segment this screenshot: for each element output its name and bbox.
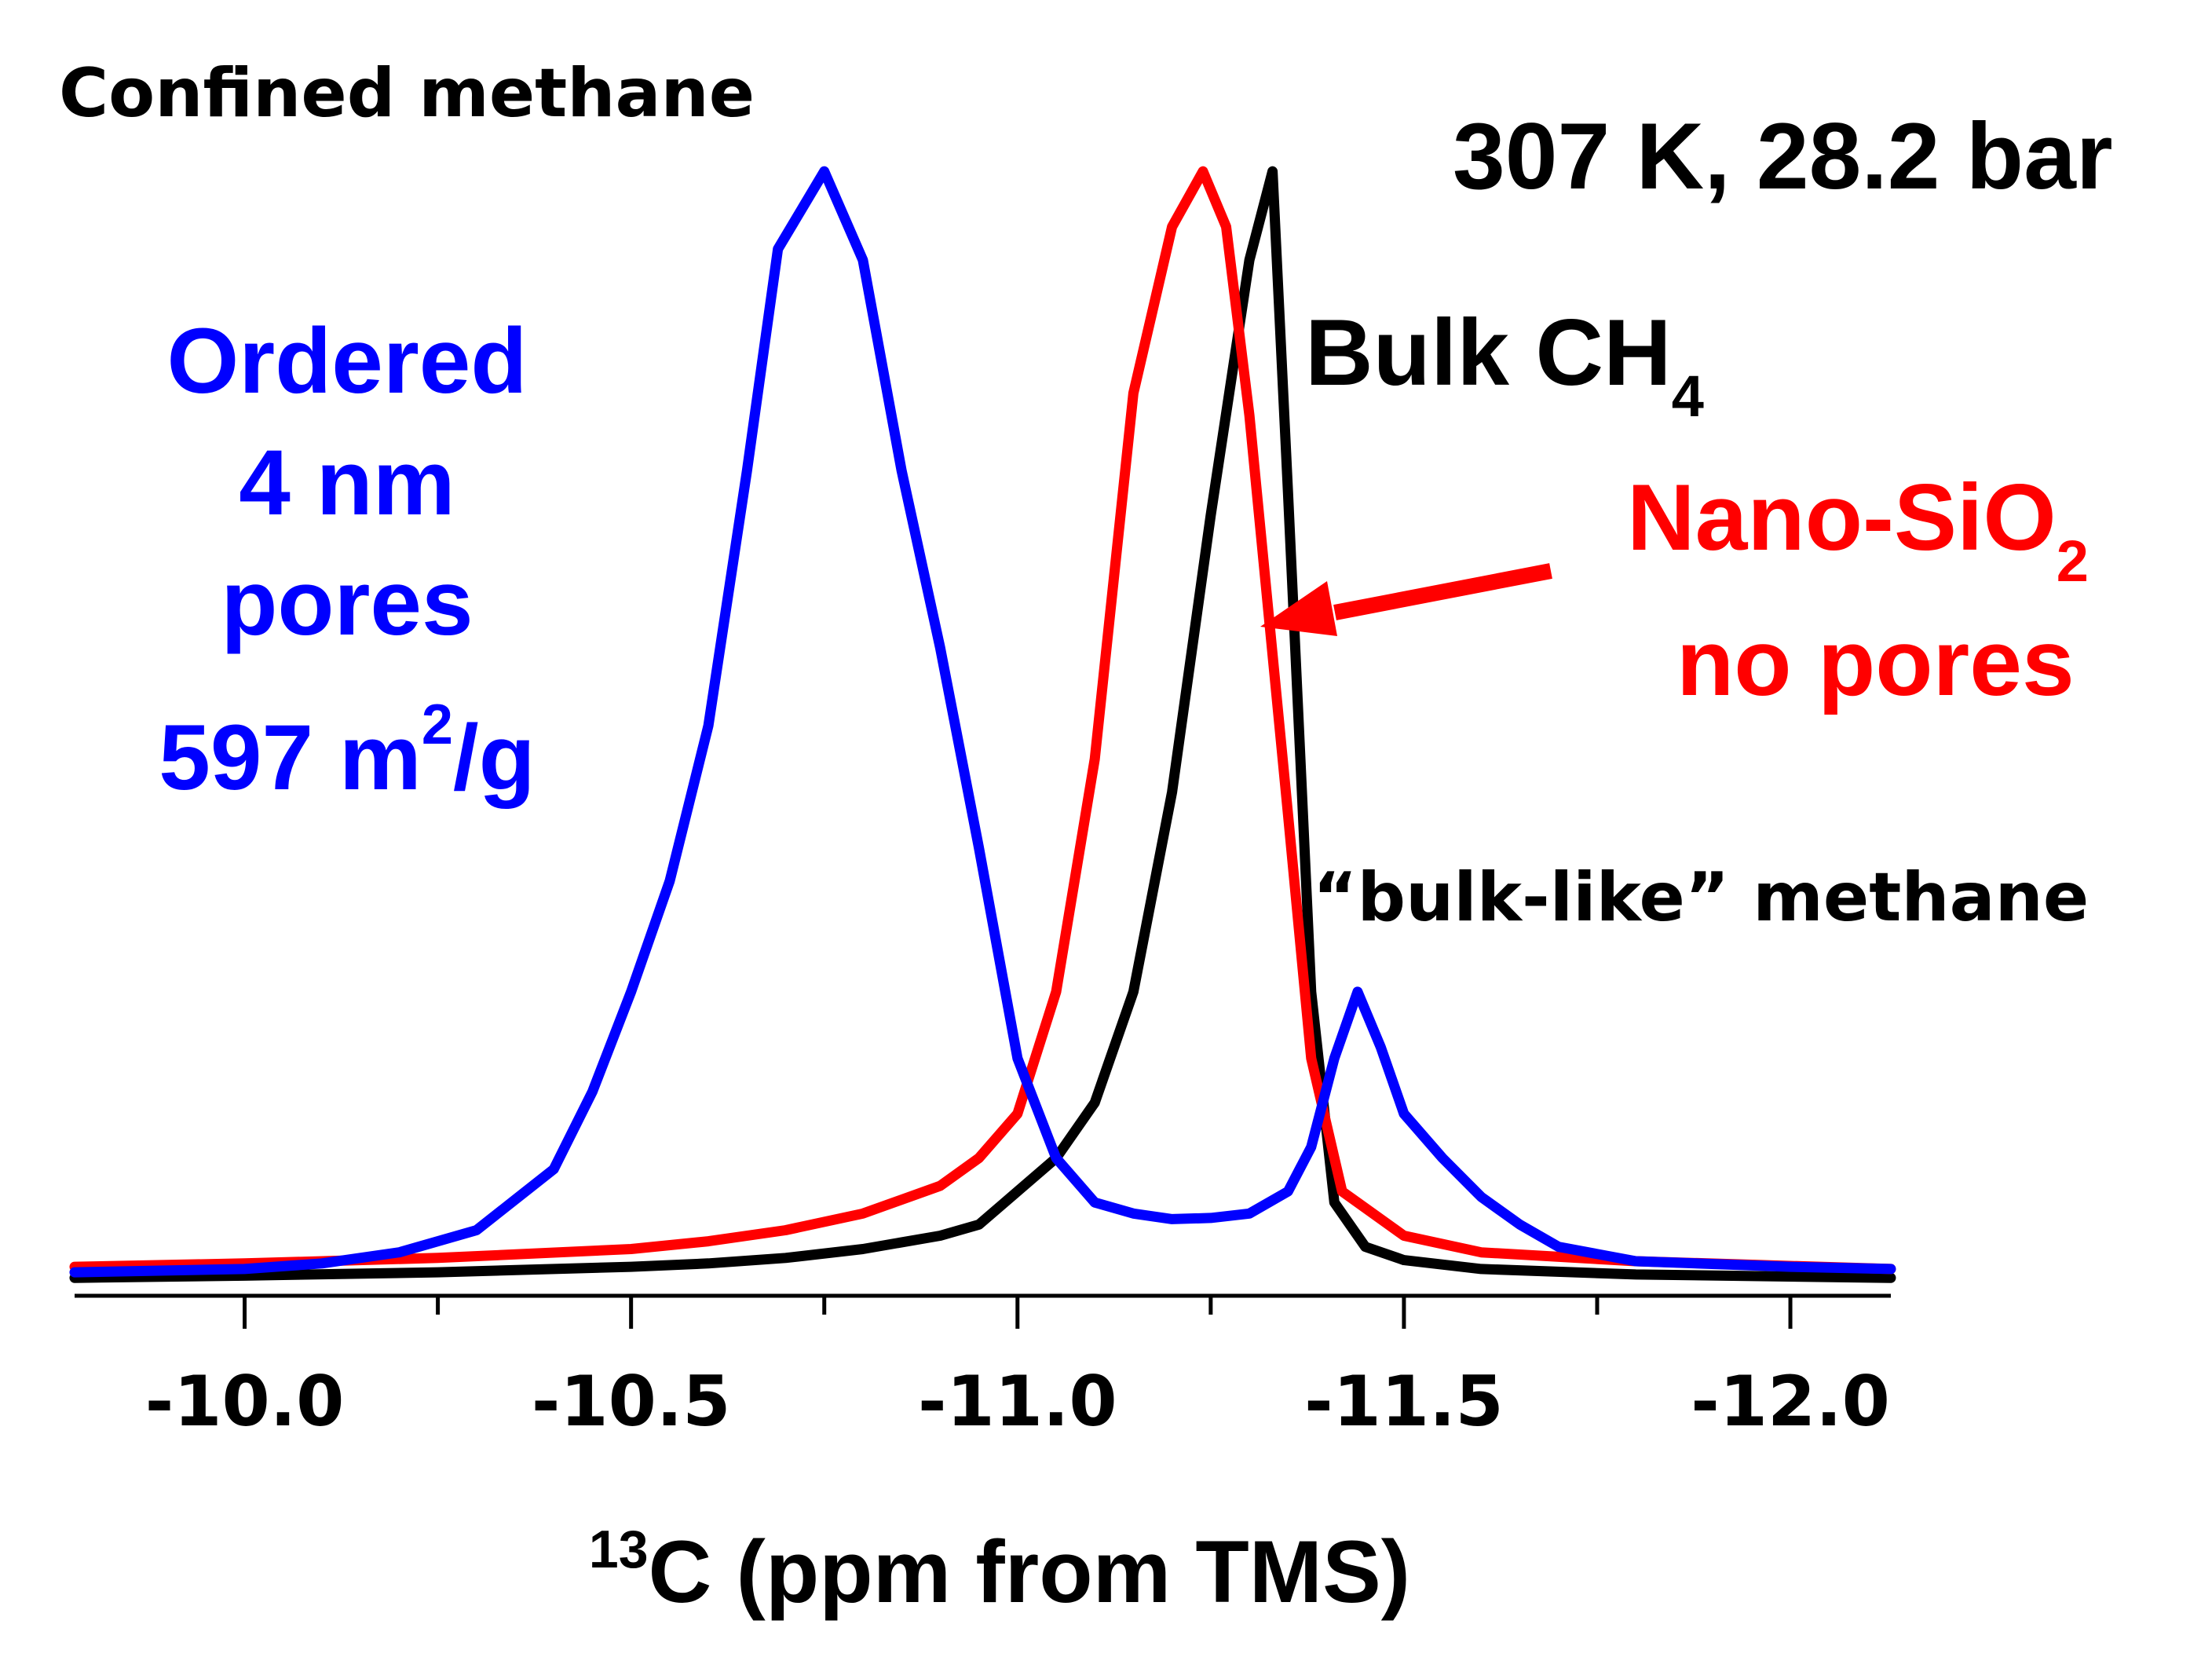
x-tick-label: -11.5 <box>1304 1361 1504 1442</box>
x-axis-label: 13C (ppm from TMS) <box>589 1520 1410 1621</box>
bulk-ch4-label-main: Bulk CH <box>1305 300 1672 405</box>
ordered-label-line3: pores <box>221 551 473 655</box>
nano-sio2-no-pores-label: no pores <box>1676 610 2075 715</box>
series-line-ordered-4-nm-pores <box>69 166 1896 1278</box>
nano-sio2-label: Nano-SiO2 <box>1627 465 2089 594</box>
ordered-label-line4-rest: /g <box>453 706 536 810</box>
ordered-label-line4-main: 597 m <box>159 706 422 810</box>
series-line-nano-sio2-no-pores <box>69 166 1896 1275</box>
x-axis-label-superscript: 13 <box>589 1520 649 1579</box>
ordered-label-line2: 4 nm <box>239 431 455 535</box>
x-tick-label: -10.5 <box>532 1361 731 1442</box>
x-tick-label: -11.0 <box>918 1361 1117 1442</box>
nano-sio2-arrow-shaft <box>1333 563 1552 620</box>
nano-sio2-label-main: Nano-SiO <box>1627 465 2057 570</box>
x-axis-label-text: C (ppm from TMS) <box>649 1523 1411 1621</box>
bulk-ch4-label: Bulk CH4 <box>1305 300 1704 429</box>
bulk-like-methane-label: “bulk-like” methane <box>1313 858 2089 937</box>
conditions-label: 307 K, 28.2 bar <box>1453 104 2113 209</box>
ordered-label-line1: Ordered <box>166 309 527 413</box>
ordered-pores-label: Ordered 4 nm pores 597 m2/g <box>159 309 536 810</box>
x-tick-label: -12.0 <box>1691 1361 1890 1442</box>
ordered-label-line4: 597 m2/g <box>159 693 536 810</box>
series-layer <box>69 166 1896 1283</box>
series-line-bulk-ch4 <box>69 166 1896 1283</box>
bulk-ch4-label-subscript: 4 <box>1672 364 1704 429</box>
ordered-label-line4-superscript: 2 <box>422 693 453 756</box>
x-tick-label: -10.0 <box>145 1361 345 1442</box>
x-axis-ticks: -10.0 -10.5 -11.0 -11.5 -12.0 <box>145 1296 1890 1442</box>
confined-methane-label: Confined methane <box>59 54 755 133</box>
nano-sio2-arrow-head <box>1260 581 1337 636</box>
nano-sio2-label-subscript: 2 <box>2057 529 2089 594</box>
